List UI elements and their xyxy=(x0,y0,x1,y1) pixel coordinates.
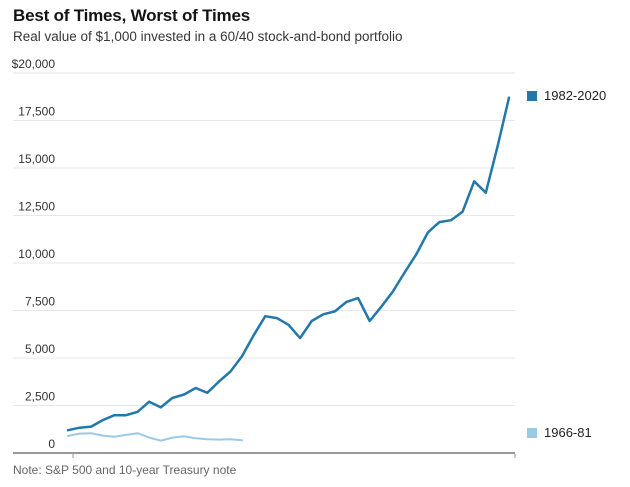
svg-text:$20,000: $20,000 xyxy=(12,57,56,71)
svg-text:17,500: 17,500 xyxy=(18,105,55,119)
legend-label-1966-81: 1966-81 xyxy=(544,425,592,440)
legend-1966-81: 1966-81 xyxy=(527,425,592,440)
svg-text:0: 0 xyxy=(48,437,55,451)
legend-swatch-light-blue xyxy=(527,427,537,438)
svg-text:10,000: 10,000 xyxy=(18,247,55,261)
legend-swatch-dark-blue xyxy=(527,90,537,101)
chart-subtitle: Real value of $1,000 invested in a 60/40… xyxy=(13,29,403,44)
svg-text:5,000: 5,000 xyxy=(25,342,55,356)
svg-text:2,500: 2,500 xyxy=(25,390,55,404)
svg-text:12,500: 12,500 xyxy=(18,200,55,214)
legend-label-1982-2020: 1982-2020 xyxy=(544,88,607,103)
chart-note: Note: S&P 500 and 10-year Treasury note xyxy=(13,463,237,477)
chart-title: Best of Times, Worst of Times xyxy=(13,6,250,25)
legend-1982-2020: 1982-2020 xyxy=(527,88,606,103)
svg-text:7,500: 7,500 xyxy=(25,295,55,309)
svg-text:15,000: 15,000 xyxy=(18,152,55,166)
